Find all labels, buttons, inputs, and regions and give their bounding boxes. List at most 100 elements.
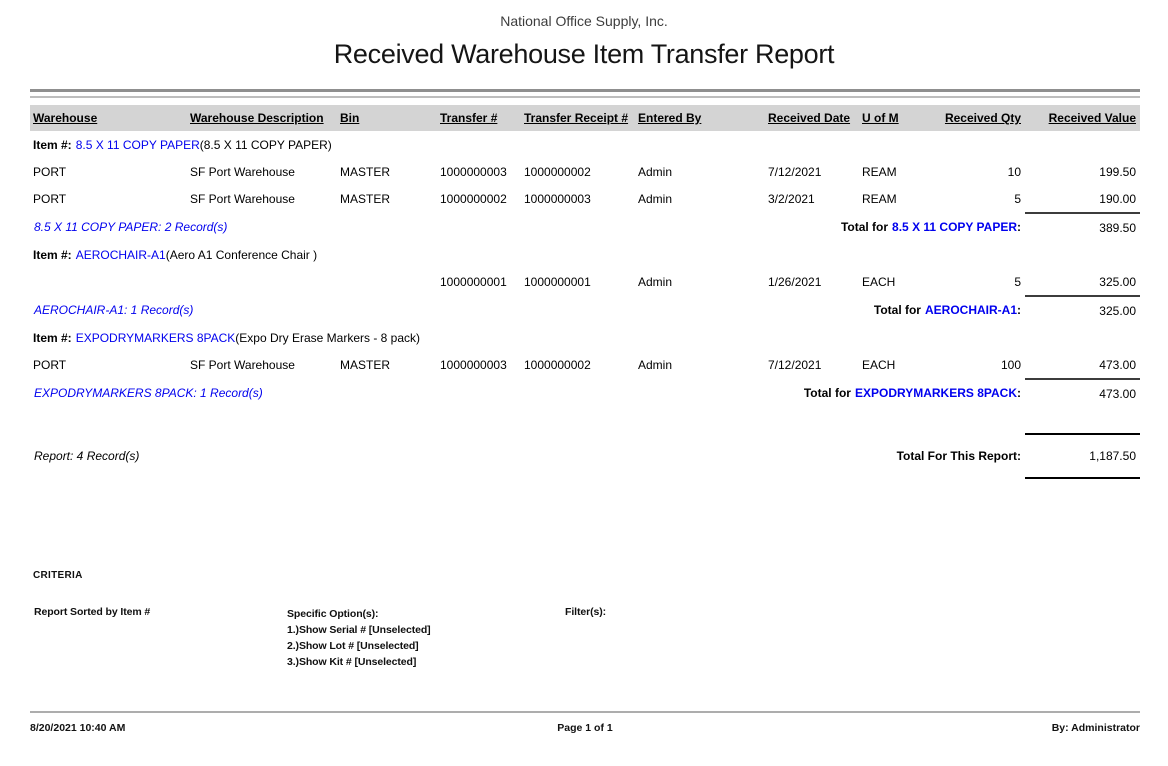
table-header-band: Warehouse Warehouse Description Bin Tran… [30, 105, 1140, 131]
cell-entered-by: Admin [638, 164, 673, 179]
criteria-section: CRITERIA Report Sorted by Item # Specifi… [30, 570, 1140, 690]
column-header-transfer-number: Transfer # [437, 105, 521, 131]
cell-uom: REAM [862, 192, 897, 206]
specific-option-item: 2.)Show Lot # [Unselected] [287, 640, 419, 652]
item-number-label: Item #: [33, 330, 72, 345]
title-divider [30, 89, 1140, 98]
cell-entered-by: Admin [638, 358, 673, 372]
report-record-count: Report: 4 Record(s) [34, 449, 140, 463]
colon-text: : [1017, 386, 1021, 400]
cell-entered-by: Admin [638, 275, 673, 289]
item-group-header: Item #: AEROCHAIR-A1(Aero A1 Conference C… [30, 241, 1140, 268]
column-header-warehouse: Warehouse [30, 105, 187, 131]
specific-option-item: 3.)Show Kit # [Unselected] [287, 656, 417, 668]
group-total-value: 473.00 [1025, 378, 1140, 407]
cell-received-qty: 5 [1014, 275, 1021, 289]
cell-warehouse [30, 268, 187, 296]
cell-received-date: 3/2/2021 [768, 192, 815, 206]
column-header-received-date: Received Date [765, 105, 859, 131]
column-header-received-qty: Received Qty [941, 105, 1025, 131]
cell-received-value: 325.00 [1099, 274, 1136, 289]
item-number-label: Item #: [33, 247, 72, 262]
item-code-link[interactable]: EXPODRYMARKERS 8PACK [75, 330, 236, 345]
criteria-heading: CRITERIA [33, 570, 83, 581]
cell-transfer-number: 1000000002 [440, 192, 507, 206]
report-total-value: 1,187.50 [1025, 433, 1140, 479]
cell-warehouse: PORT [33, 192, 67, 206]
cell-transfer-receipt-number: 1000000003 [524, 192, 591, 206]
group-record-count: 8.5 X 11 COPY PAPER: 2 Record(s) [34, 220, 228, 234]
cell-uom: EACH [862, 275, 896, 289]
cell-received-qty: 100 [1000, 358, 1021, 372]
item-group-header: Item #: 8.5 X 11 COPY PAPER(8.5 X 11 COPY… [30, 131, 1140, 158]
group-total-value: 325.00 [1025, 295, 1140, 324]
specific-option-item: 1.)Show Serial # [Unselected] [287, 624, 431, 636]
cell-bin: MASTER [340, 192, 391, 206]
column-header-warehouse-description: Warehouse Description [187, 105, 337, 131]
criteria-sorted-by: Report Sorted by Item # [34, 606, 151, 618]
cell-received-qty: 10 [1007, 164, 1021, 179]
criteria-filters-label: Filter(s): [565, 606, 607, 618]
table-row: 1000000001 1000000001 Admin 1/26/2021 EA… [30, 268, 1140, 296]
cell-received-value: 199.50 [1099, 164, 1136, 179]
cell-received-value: 473.00 [1099, 357, 1136, 372]
column-header-uom: U of M [859, 105, 941, 131]
total-item-link[interactable]: 8.5 X 11 COPY PAPER [892, 220, 1017, 234]
footer-printed-by: By: Administrator [1051, 722, 1140, 734]
group-record-count: EXPODRYMARKERS 8PACK: 1 Record(s) [34, 386, 263, 400]
cell-warehouse-description [187, 268, 337, 296]
table-row: PORT SF Port Warehouse MASTER 1000000003… [30, 158, 1140, 185]
item-code-link[interactable]: 8.5 X 11 COPY PAPER [75, 137, 200, 152]
column-header-transfer-receipt-number: Transfer Receipt # [521, 105, 635, 131]
cell-transfer-number: 1000000003 [440, 358, 507, 372]
table-row: PORT SF Port Warehouse MASTER 1000000002… [30, 185, 1140, 213]
column-header-entered-by: Entered By [635, 105, 765, 131]
item-code-link[interactable]: AEROCHAIR-A1 [75, 247, 166, 262]
cell-transfer-number: 1000000001 [440, 275, 507, 289]
item-header-cell: Item #: 8.5 X 11 COPY PAPER(8.5 X 11 COPY… [30, 131, 1140, 158]
transfer-report-table: Warehouse Warehouse Description Bin Tran… [30, 105, 1140, 479]
column-header-bin: Bin [337, 105, 437, 131]
cell-transfer-number: 1000000003 [440, 164, 507, 179]
page-footer: 8/20/2021 10:40 AM Page 1 of 1 By: Admin… [30, 711, 1140, 734]
report-total-row: Report: 4 Record(s) Total For This Repor… [30, 433, 1140, 479]
item-group-header: Item #: EXPODRYMARKERS 8PACK(Expo Dry Era… [30, 324, 1140, 351]
criteria-specific-options: Specific Option(s): 1.)Show Serial # [Un… [287, 606, 431, 670]
item-description: (Aero A1 Conference Chair ) [165, 247, 318, 262]
cell-entered-by: Admin [638, 192, 673, 206]
report-title: Received Warehouse Item Transfer Report [333, 39, 835, 69]
cell-warehouse: PORT [33, 164, 67, 179]
specific-options-label: Specific Option(s): [287, 608, 379, 620]
divider-line-top [30, 89, 1140, 92]
cell-transfer-receipt-number: 1000000002 [524, 358, 591, 372]
total-for-text: Total for [803, 386, 851, 400]
group-total-label: Total for AEROCHAIR-A1: [765, 296, 1025, 324]
group-total-value: 389.50 [1025, 212, 1140, 241]
footer-page-number: Page 1 of 1 [557, 722, 613, 734]
company-name: National Office Supply, Inc. [500, 13, 668, 29]
cell-warehouse-description: SF Port Warehouse [190, 192, 295, 206]
table-row: PORT SF Port Warehouse MASTER 1000000003… [30, 351, 1140, 379]
total-item-link[interactable]: AEROCHAIR-A1 [924, 303, 1017, 317]
cell-received-value: 190.00 [1099, 191, 1136, 206]
group-record-count: AEROCHAIR-A1: 1 Record(s) [34, 303, 194, 317]
group-summary-row: 8.5 X 11 COPY PAPER: 2 Record(s) Total f… [30, 212, 1140, 241]
group-summary-row: AEROCHAIR-A1: 1 Record(s) Total for AEROC… [30, 295, 1140, 324]
cell-warehouse-description: SF Port Warehouse [190, 358, 295, 372]
total-item-link[interactable]: EXPODRYMARKERS 8PACK [854, 386, 1017, 400]
cell-transfer-receipt-number: 1000000001 [524, 275, 591, 289]
item-description: (8.5 X 11 COPY PAPER) [199, 137, 332, 152]
group-total-label: Total for 8.5 X 11 COPY PAPER: [765, 213, 1025, 241]
cell-bin: MASTER [340, 358, 391, 372]
total-for-text: Total for [873, 303, 921, 317]
item-number-label: Item #: [33, 137, 72, 152]
column-header-received-value: Received Value [1025, 105, 1140, 131]
footer-generated-datetime: 8/20/2021 10:40 AM [30, 722, 126, 734]
spacer-row [30, 407, 1140, 434]
cell-received-qty: 5 [1014, 192, 1021, 206]
cell-received-date: 7/12/2021 [768, 164, 822, 179]
divider-line-bottom [30, 96, 1140, 98]
cell-uom: REAM [862, 164, 897, 179]
colon-text: : [1017, 303, 1021, 317]
